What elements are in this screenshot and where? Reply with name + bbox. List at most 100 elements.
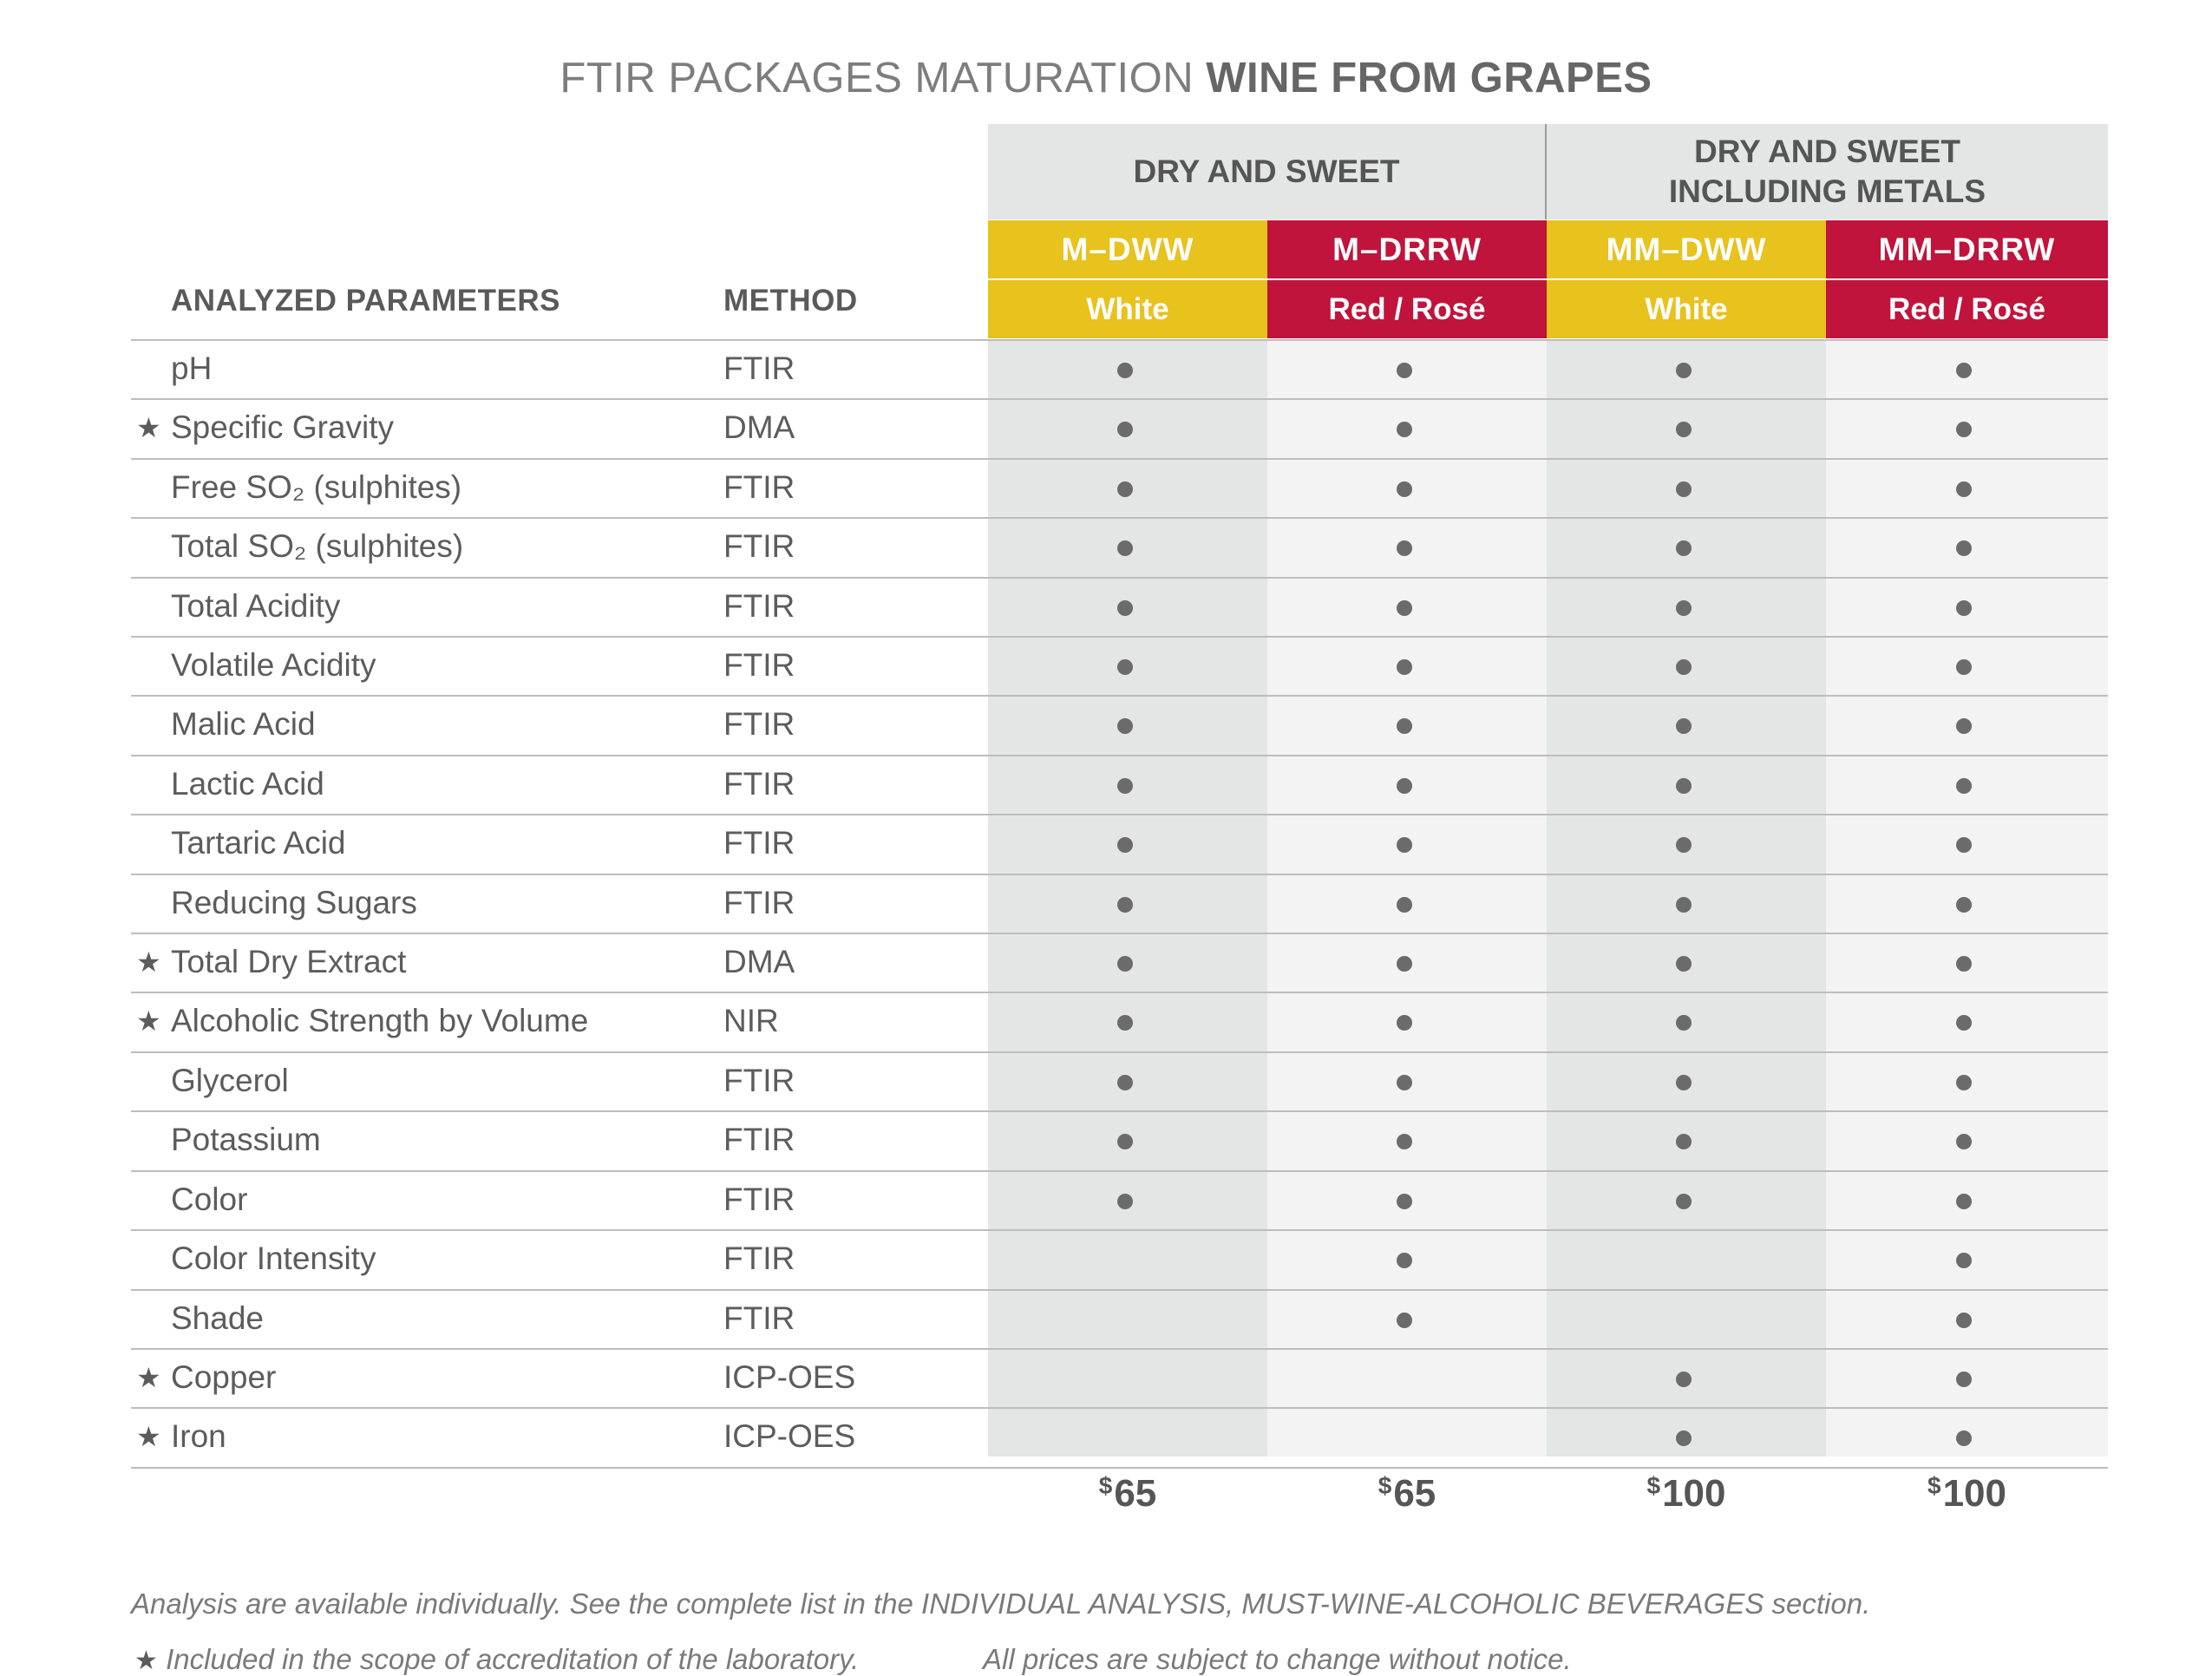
- included-dot-icon: [1676, 363, 1692, 378]
- price-currency: $: [1646, 1472, 1661, 1499]
- included-dot-icon: [1117, 718, 1133, 735]
- included-dot-icon: [1956, 422, 1972, 438]
- package-code-mm-drrw: MM–DRRW: [1826, 220, 2108, 278]
- method-name: FTIR: [723, 1062, 795, 1098]
- included-dot-icon: [1676, 1430, 1692, 1447]
- included-dot-icon: [1397, 1253, 1412, 1269]
- included-dot-icon: [1956, 777, 1972, 794]
- method-name: FTIR: [723, 1300, 795, 1336]
- table-row: Total Acidity FTIR: [131, 576, 2108, 636]
- included-dot-icon: [1676, 718, 1692, 735]
- column-label-parameters: ANALYZED PARAMETERS: [171, 284, 560, 318]
- table-row: Shade FTIR: [131, 1288, 2108, 1348]
- parameter-name: Malic Acid: [171, 706, 316, 743]
- price-currency: $: [1098, 1472, 1113, 1499]
- table-row: ★ Iron ICP-OES: [131, 1407, 2108, 1469]
- included-dot-icon: [1956, 1134, 1972, 1150]
- price-currency: $: [1927, 1472, 1941, 1499]
- included-dot-icon: [1117, 956, 1133, 972]
- parameter-name: Total SO₂ (sulphites): [171, 528, 464, 565]
- included-dot-icon: [1676, 1371, 1692, 1387]
- method-name: FTIR: [723, 350, 795, 386]
- parameter-name: Volatile Acidity: [171, 647, 376, 684]
- included-dot-icon: [1117, 1193, 1133, 1209]
- included-dot-icon: [1956, 1193, 1972, 1209]
- included-dot-icon: [1397, 837, 1412, 854]
- included-dot-icon: [1397, 659, 1412, 676]
- method-name: FTIR: [723, 587, 795, 624]
- parameter-name: Total Acidity: [171, 587, 341, 624]
- included-dot-icon: [1676, 1193, 1692, 1209]
- footnote-accreditation-text: Included in the scope of accreditation o…: [166, 1643, 860, 1675]
- table-row: Reducing Sugars FTIR: [131, 873, 2108, 933]
- table-row: Tartaric Acid FTIR: [131, 814, 2108, 873]
- method-name: FTIR: [723, 765, 795, 802]
- package-type-mm-drrw: Red / Rosé: [1826, 280, 2108, 338]
- table-row: Total SO₂ (sulphites) FTIR: [131, 517, 2108, 576]
- included-dot-icon: [1117, 777, 1133, 794]
- included-dot-icon: [1676, 956, 1692, 972]
- included-dot-icon: [1397, 718, 1412, 735]
- included-dot-icon: [1117, 1134, 1133, 1150]
- included-dot-icon: [1397, 1015, 1412, 1031]
- parameter-name: Specific Gravity: [171, 409, 395, 446]
- parameter-name: Copper: [171, 1358, 277, 1395]
- included-dot-icon: [1956, 718, 1972, 735]
- parameter-name: Iron: [171, 1418, 226, 1455]
- table-row: Potassium FTIR: [131, 1110, 2108, 1169]
- included-dot-icon: [1676, 599, 1692, 616]
- parameter-name: pH: [171, 350, 213, 386]
- included-dot-icon: [1956, 540, 1972, 557]
- included-dot-icon: [1117, 481, 1133, 497]
- title-part-maturation: MATURATION: [914, 55, 1194, 101]
- title-part-packages: FTIR PACKAGES: [560, 55, 903, 101]
- included-dot-icon: [1956, 363, 1972, 378]
- accreditation-star-icon: ★: [136, 1360, 161, 1394]
- included-dot-icon: [1956, 1015, 1972, 1031]
- footnote-accreditation: ★ Included in the scope of accreditation…: [134, 1643, 859, 1676]
- method-name: FTIR: [723, 528, 795, 565]
- included-dot-icon: [1956, 1371, 1972, 1387]
- price-m-dww: $65: [988, 1472, 1267, 1524]
- price-value: 65: [1114, 1472, 1157, 1515]
- included-dot-icon: [1117, 837, 1133, 854]
- included-dot-icon: [1397, 777, 1412, 794]
- included-dot-icon: [1956, 1430, 1972, 1447]
- included-dot-icon: [1956, 956, 1972, 972]
- included-dot-icon: [1117, 896, 1133, 913]
- included-dot-icon: [1397, 599, 1412, 616]
- table-row: Free SO₂ (sulphites) FTIR: [131, 457, 2108, 517]
- accreditation-star-icon: ★: [136, 946, 161, 979]
- included-dot-icon: [1117, 1074, 1133, 1090]
- method-name: FTIR: [723, 468, 795, 505]
- included-dot-icon: [1676, 540, 1692, 557]
- method-name: FTIR: [723, 825, 795, 861]
- price-value: 65: [1393, 1472, 1436, 1515]
- method-name: NIR: [723, 1003, 779, 1039]
- method-name: ICP-OES: [723, 1358, 856, 1395]
- included-dot-icon: [1117, 363, 1133, 378]
- included-dot-icon: [1397, 1074, 1412, 1090]
- parameter-name: Shade: [171, 1300, 264, 1336]
- method-name: FTIR: [723, 1241, 795, 1277]
- included-dot-icon: [1117, 540, 1133, 557]
- included-dot-icon: [1676, 1074, 1692, 1090]
- included-dot-icon: [1956, 896, 1972, 913]
- price-value: 100: [1942, 1472, 2006, 1515]
- method-name: DMA: [723, 944, 795, 980]
- parameter-name: Color: [171, 1181, 248, 1217]
- price-mm-dww: $100: [1547, 1472, 1826, 1524]
- included-dot-icon: [1397, 540, 1412, 557]
- group-divider: [1545, 124, 1547, 219]
- included-dot-icon: [1676, 777, 1692, 794]
- footnote-availability: Analysis are available individually. See…: [131, 1588, 1871, 1620]
- accreditation-star-icon: ★: [136, 1420, 161, 1454]
- included-dot-icon: [1397, 1134, 1412, 1150]
- included-dot-icon: [1956, 1253, 1972, 1269]
- included-dot-icon: [1676, 659, 1692, 676]
- parameter-name: Alcoholic Strength by Volume: [171, 1003, 589, 1039]
- included-dot-icon: [1956, 481, 1972, 497]
- price-value: 100: [1662, 1472, 1726, 1515]
- parameter-table: pH FTIR ★ Specific Gravity DMA Free SO₂ (sulp…: [131, 339, 2108, 1469]
- footnote-prices: All prices are subject to change without…: [983, 1643, 1572, 1675]
